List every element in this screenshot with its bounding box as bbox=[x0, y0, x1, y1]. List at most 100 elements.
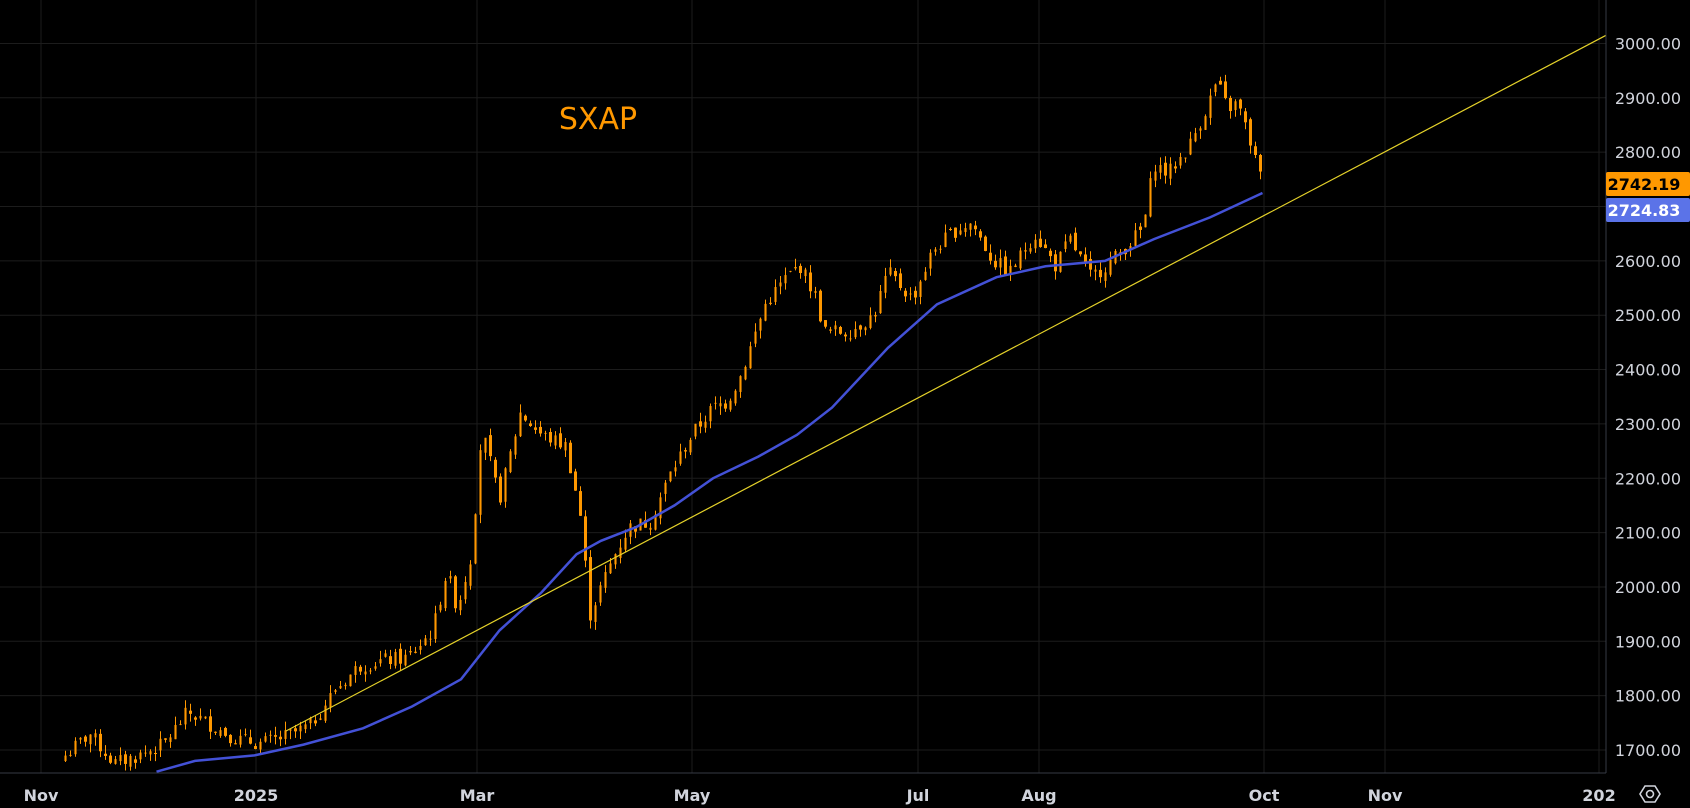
candle-body bbox=[974, 225, 977, 230]
candle-body bbox=[179, 724, 182, 726]
candle-body bbox=[1179, 156, 1182, 166]
candle-body bbox=[284, 730, 287, 739]
x-tick-label: May bbox=[674, 786, 711, 805]
time-axis[interactable]: Nov 2025 Mar May Jul Aug Oct Nov 202 bbox=[24, 786, 1616, 805]
candle-body bbox=[579, 491, 582, 516]
candle-body bbox=[269, 734, 272, 736]
candle-body bbox=[444, 580, 447, 609]
y-tick-label: 2100.00 bbox=[1615, 524, 1681, 543]
candle-body bbox=[189, 710, 192, 714]
candle-body bbox=[254, 746, 257, 749]
candle-body bbox=[829, 329, 832, 331]
candle-body bbox=[194, 717, 197, 720]
candle-body bbox=[509, 451, 512, 473]
candle-body bbox=[709, 406, 712, 422]
candle-body bbox=[159, 738, 162, 751]
candle-body bbox=[594, 605, 597, 622]
candle-body bbox=[339, 685, 342, 689]
candle-body bbox=[1009, 265, 1012, 274]
candle-body bbox=[529, 423, 532, 426]
candle-body bbox=[759, 318, 762, 331]
candle-body bbox=[1259, 154, 1262, 172]
candle-body bbox=[1099, 269, 1102, 278]
candle-body bbox=[139, 752, 142, 760]
candle-body bbox=[289, 729, 292, 731]
candle-body bbox=[219, 730, 222, 736]
candle-body bbox=[874, 315, 877, 317]
candle-body bbox=[959, 230, 962, 235]
candle-body bbox=[654, 514, 657, 530]
candle-body bbox=[1094, 269, 1097, 272]
candle-body bbox=[1134, 230, 1137, 246]
candle-body bbox=[644, 520, 647, 528]
ma-value-badge: 2724.83 bbox=[1606, 198, 1690, 222]
candle-body bbox=[684, 450, 687, 452]
candle-body bbox=[419, 645, 422, 650]
candle-body bbox=[349, 674, 352, 687]
candle-body bbox=[184, 707, 187, 725]
candle-body bbox=[144, 752, 147, 754]
candle-body bbox=[1104, 272, 1107, 281]
candle-body bbox=[984, 236, 987, 251]
candle-body bbox=[774, 286, 777, 302]
candle-body bbox=[1189, 138, 1192, 155]
x-tick-label: Mar bbox=[460, 786, 495, 805]
candle-body bbox=[224, 727, 227, 736]
candle-body bbox=[729, 400, 732, 410]
candle-body bbox=[1084, 254, 1087, 262]
candle-body bbox=[504, 468, 507, 502]
candle-body bbox=[669, 471, 672, 482]
candle-body bbox=[464, 581, 467, 600]
candle-body bbox=[799, 265, 802, 274]
candle-body bbox=[454, 576, 457, 609]
candle-body bbox=[994, 260, 997, 268]
candle-body bbox=[909, 293, 912, 295]
x-tick-label: Oct bbox=[1249, 786, 1280, 805]
candle-body bbox=[769, 302, 772, 304]
candle-body bbox=[739, 376, 742, 392]
candle-body bbox=[1074, 232, 1077, 251]
candle-body bbox=[764, 303, 767, 321]
chart-settings-button[interactable] bbox=[1634, 780, 1666, 808]
candle-body bbox=[69, 754, 72, 757]
candle-body bbox=[879, 291, 882, 314]
candle-body bbox=[334, 690, 337, 692]
candle-body bbox=[79, 737, 82, 740]
candle-body bbox=[499, 476, 502, 503]
candle-body bbox=[1064, 241, 1067, 249]
candle-body bbox=[429, 638, 432, 640]
candle-body bbox=[319, 718, 322, 720]
candle-body bbox=[1149, 178, 1152, 217]
candle-body bbox=[1194, 133, 1197, 142]
candle-body bbox=[754, 331, 757, 344]
candle-body bbox=[84, 736, 87, 742]
candle-body bbox=[1029, 248, 1032, 252]
candle-body bbox=[94, 733, 97, 738]
candle-body bbox=[584, 516, 587, 561]
candle-body bbox=[414, 651, 417, 653]
candle-body bbox=[314, 720, 317, 724]
candle-body bbox=[384, 653, 387, 657]
candle-body bbox=[1224, 81, 1227, 99]
candle-body bbox=[1014, 265, 1017, 267]
candle-body bbox=[1229, 97, 1232, 112]
candle-body bbox=[989, 252, 992, 261]
candle-body bbox=[929, 252, 932, 269]
candle-body bbox=[1209, 95, 1212, 118]
price-axis[interactable]: 3000.002900.002800.002700.002600.002500.… bbox=[1615, 34, 1681, 760]
candle-body bbox=[944, 232, 947, 247]
candle-body bbox=[1159, 165, 1162, 173]
candle-body bbox=[354, 666, 357, 675]
candle-body bbox=[169, 737, 172, 742]
candle-body bbox=[954, 227, 957, 238]
candle-body bbox=[1079, 251, 1082, 255]
x-tick-label: Nov bbox=[24, 786, 59, 805]
candle-body bbox=[244, 734, 247, 736]
candle-body bbox=[459, 599, 462, 611]
candle-body bbox=[1049, 250, 1052, 257]
candle-body bbox=[679, 451, 682, 464]
candle-body bbox=[689, 439, 692, 453]
candle-body bbox=[479, 450, 482, 515]
candle-body bbox=[514, 436, 517, 455]
